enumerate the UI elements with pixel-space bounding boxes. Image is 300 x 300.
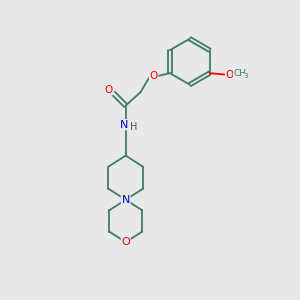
- Text: O: O: [149, 71, 158, 81]
- Text: H: H: [130, 122, 137, 132]
- Text: O: O: [226, 70, 234, 80]
- Text: O: O: [104, 85, 113, 94]
- Text: 3: 3: [244, 74, 248, 80]
- Text: N: N: [122, 195, 130, 205]
- Text: CH: CH: [233, 69, 247, 78]
- Text: N: N: [120, 120, 128, 130]
- Text: O: O: [121, 237, 130, 247]
